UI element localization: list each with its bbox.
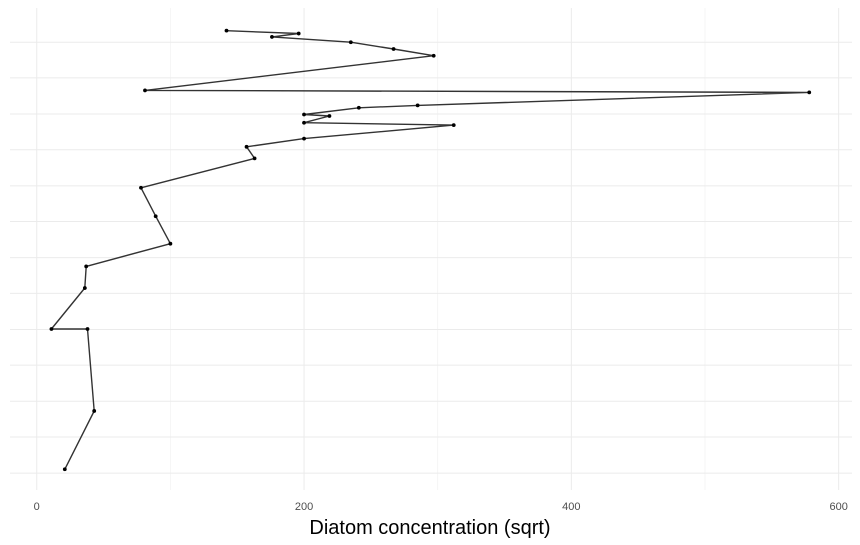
data-point (252, 156, 257, 161)
data-point (807, 90, 812, 95)
data-point (431, 53, 436, 58)
data-point (348, 40, 353, 45)
data-point (302, 120, 306, 125)
data-point (49, 327, 54, 331)
data-point (62, 467, 67, 472)
x-tick-label: 400 (562, 501, 580, 513)
data-point (415, 103, 420, 108)
series-line-group (50, 30, 810, 470)
data-point (244, 144, 249, 149)
x-tick-label: 600 (829, 501, 847, 513)
data-point (302, 136, 306, 141)
data-point (84, 264, 89, 269)
data-point (451, 123, 456, 128)
data-point (82, 286, 87, 290)
data-point (356, 105, 361, 110)
x-tick-label: 200 (295, 501, 313, 513)
data-point (224, 28, 229, 33)
grid (10, 8, 852, 490)
x-tick-label: 0 (34, 501, 40, 513)
data-point (153, 214, 158, 219)
x-tick-labels: 0 200 400 600 (34, 501, 848, 513)
data-point (85, 327, 90, 331)
data-point (296, 31, 301, 36)
data-point (143, 88, 147, 93)
data-point (139, 185, 143, 190)
data-point (302, 112, 306, 117)
data-point (391, 47, 396, 51)
data-points (49, 28, 812, 472)
data-point (92, 409, 97, 413)
series-line (50, 30, 810, 470)
data-point (327, 114, 332, 118)
data-point (168, 241, 173, 246)
data-point (270, 35, 274, 39)
x-axis-title: Diatom concentration (sqrt) (309, 517, 550, 539)
